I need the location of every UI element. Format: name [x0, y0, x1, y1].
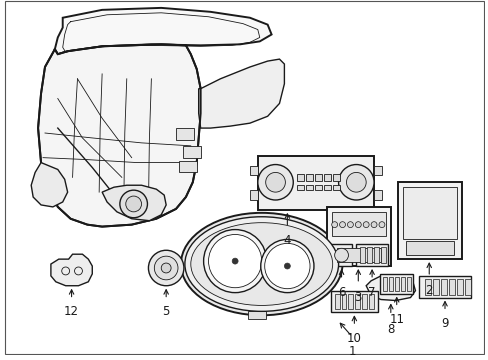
Circle shape — [264, 243, 309, 289]
Bar — [382, 277, 386, 291]
Bar — [373, 247, 378, 263]
Bar — [419, 276, 469, 298]
Polygon shape — [366, 276, 415, 301]
Text: 9: 9 — [440, 317, 448, 330]
Bar — [356, 244, 387, 266]
Text: 3: 3 — [354, 291, 361, 303]
Bar — [348, 294, 353, 309]
Circle shape — [161, 263, 171, 273]
Bar — [330, 291, 377, 312]
Text: 2: 2 — [425, 284, 432, 297]
Bar — [336, 248, 380, 262]
Circle shape — [378, 222, 384, 228]
Bar — [400, 277, 404, 291]
Circle shape — [338, 165, 373, 200]
Text: 12: 12 — [64, 305, 79, 319]
Bar — [440, 279, 446, 294]
Ellipse shape — [181, 213, 342, 315]
Bar — [368, 294, 373, 309]
Bar — [331, 212, 385, 237]
Text: 7: 7 — [367, 286, 375, 299]
Circle shape — [208, 234, 261, 288]
Bar — [323, 174, 330, 181]
Bar — [183, 146, 200, 158]
Bar — [305, 185, 312, 190]
Bar — [456, 279, 462, 294]
Bar — [402, 187, 456, 239]
Circle shape — [203, 230, 266, 293]
Bar — [380, 247, 385, 263]
Bar — [247, 311, 265, 319]
Bar — [332, 185, 339, 190]
Text: 4: 4 — [283, 234, 290, 247]
Text: 11: 11 — [388, 313, 404, 326]
Bar — [297, 174, 304, 181]
Bar — [179, 161, 196, 172]
Circle shape — [265, 172, 285, 192]
Bar — [397, 182, 461, 259]
Bar — [249, 190, 257, 200]
Bar — [406, 277, 410, 291]
Circle shape — [370, 222, 376, 228]
Bar — [448, 279, 454, 294]
Bar — [305, 174, 312, 181]
Text: 1: 1 — [348, 345, 355, 358]
Bar — [425, 279, 430, 294]
Bar — [297, 185, 304, 190]
Circle shape — [260, 239, 313, 293]
Circle shape — [334, 248, 348, 262]
Bar — [249, 166, 257, 175]
Bar — [394, 277, 398, 291]
Circle shape — [363, 222, 368, 228]
Circle shape — [154, 256, 178, 280]
Bar — [432, 279, 438, 294]
Bar — [373, 166, 381, 175]
Circle shape — [331, 222, 337, 228]
Ellipse shape — [184, 217, 338, 311]
Circle shape — [232, 258, 238, 264]
Polygon shape — [55, 8, 271, 54]
Bar — [366, 247, 371, 263]
Bar — [314, 185, 321, 190]
Bar — [388, 277, 392, 291]
Bar — [323, 185, 330, 190]
Circle shape — [347, 222, 353, 228]
Bar — [362, 294, 366, 309]
Bar — [379, 274, 413, 294]
Bar — [314, 174, 321, 181]
Bar — [405, 242, 453, 255]
Bar — [176, 128, 193, 140]
Polygon shape — [38, 44, 200, 226]
Bar — [326, 207, 390, 266]
Ellipse shape — [190, 223, 332, 305]
Polygon shape — [198, 59, 284, 128]
Bar — [332, 174, 339, 181]
Bar — [464, 279, 469, 294]
Circle shape — [257, 165, 293, 200]
Bar — [355, 294, 360, 309]
Text: 6: 6 — [337, 286, 345, 299]
Circle shape — [346, 172, 366, 192]
Polygon shape — [102, 185, 166, 221]
Polygon shape — [31, 163, 67, 207]
Circle shape — [284, 263, 290, 269]
Text: 5: 5 — [162, 305, 169, 319]
Bar — [334, 294, 339, 309]
Circle shape — [125, 196, 141, 212]
Bar — [330, 244, 352, 266]
Bar — [373, 190, 381, 200]
Text: 10: 10 — [346, 332, 361, 345]
Bar — [341, 294, 346, 309]
Circle shape — [355, 222, 361, 228]
Circle shape — [120, 190, 147, 218]
Polygon shape — [51, 254, 92, 286]
Bar — [257, 156, 373, 210]
Circle shape — [148, 250, 183, 286]
Bar — [360, 247, 365, 263]
Circle shape — [339, 222, 345, 228]
Text: 8: 8 — [386, 323, 394, 336]
